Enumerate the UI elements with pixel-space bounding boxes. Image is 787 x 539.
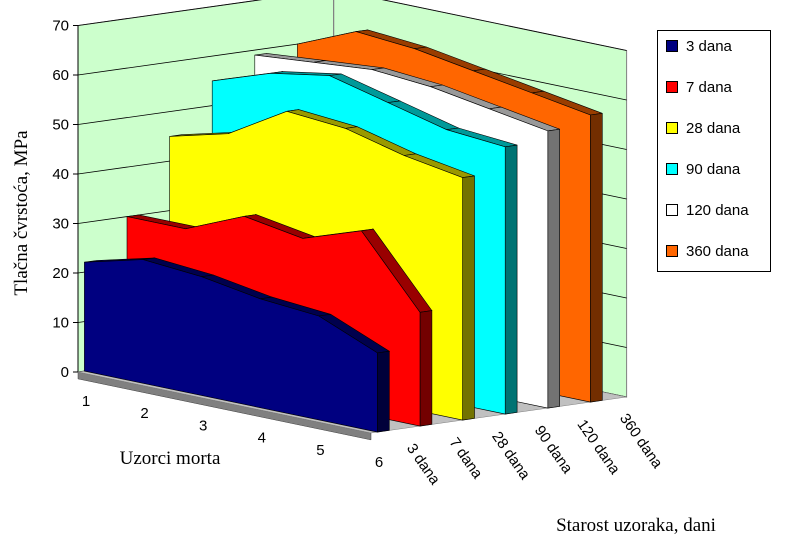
x-tick-label: 6 <box>375 454 383 471</box>
x-tick-label: 2 <box>140 405 148 422</box>
legend-item: 90 dana <box>666 160 740 178</box>
legend-swatch <box>666 40 678 52</box>
depth-tick-label: 90 dana <box>531 423 576 478</box>
legend-label: 3 dana <box>686 37 732 55</box>
legend-label: 120 dana <box>686 201 749 219</box>
series-end-cap <box>419 310 433 427</box>
legend: 3 dana 7 dana 28 dana 90 dana 120 dana 3… <box>657 30 771 272</box>
legend-swatch <box>666 245 678 257</box>
y-tick-label: 0 <box>61 364 69 381</box>
legend-item: 28 dana <box>666 119 740 137</box>
x-tick-label: 3 <box>199 417 207 434</box>
depth-tick-label: 360 dana <box>616 411 666 473</box>
series-area <box>84 259 378 433</box>
legend-item: 120 dana <box>666 201 749 219</box>
y-tick-label: 40 <box>52 166 69 183</box>
x-tick-label: 1 <box>82 393 90 410</box>
x-tick-label: 4 <box>258 430 266 447</box>
series-end-cap <box>504 144 518 415</box>
depth-tick-label: 120 dana <box>573 417 623 479</box>
legend-label: 28 dana <box>686 119 741 137</box>
legend-item: 3 dana <box>666 37 732 55</box>
y-tick-label: 70 <box>52 18 69 35</box>
y-tick-label: 60 <box>52 67 69 84</box>
legend-swatch <box>666 204 678 216</box>
y-axis-title: Tlačna čvrstoća, MPa <box>11 130 32 296</box>
series-end-cap <box>377 350 390 433</box>
depth-tick-label: 3 dana <box>403 441 444 489</box>
depth-tick-label: 7 dana <box>446 435 487 483</box>
y-tick-label: 30 <box>52 216 69 233</box>
series-end-cap <box>590 112 603 403</box>
x-axis-title: Uzorci morta <box>120 448 221 469</box>
legend-label: 360 dana <box>686 242 749 260</box>
series-end-cap <box>547 128 561 409</box>
legend-swatch <box>666 81 678 93</box>
legend-swatch <box>666 122 678 134</box>
series-end-cap <box>462 175 475 421</box>
legend-item: 7 dana <box>666 78 732 96</box>
y-tick-label: 10 <box>52 315 69 332</box>
legend-label: 90 dana <box>686 160 741 178</box>
y-tick-label: 20 <box>52 265 69 282</box>
y-tick-label: 50 <box>52 117 69 134</box>
gridline <box>77 0 627 51</box>
legend-item: 360 dana <box>666 242 749 260</box>
depth-tick-label: 28 dana <box>488 429 533 484</box>
legend-swatch <box>666 163 678 175</box>
legend-label: 7 dana <box>686 78 732 96</box>
series-ribbon <box>84 257 391 433</box>
depth-axis-title: Starost uzoraka, dani <box>556 515 716 536</box>
x-tick-label: 5 <box>316 442 324 459</box>
